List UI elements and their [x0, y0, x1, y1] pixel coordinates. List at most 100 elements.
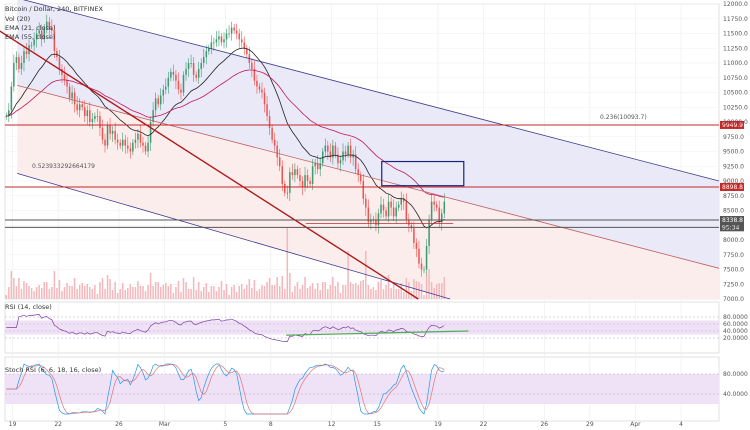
candle: [162, 89, 165, 96]
candle: [281, 166, 284, 184]
price-tick-label: 10500.0: [723, 90, 748, 97]
rsi-pane: [5, 314, 719, 342]
volume-bar: [218, 287, 220, 299]
candle: [106, 124, 109, 146]
candle: [205, 51, 208, 58]
volume-bar: [332, 277, 334, 299]
volume-bar: [235, 292, 238, 299]
candle: [443, 201, 446, 214]
volume-bar: [233, 285, 235, 299]
candle: [314, 163, 316, 167]
time-tick-label: 26: [540, 421, 548, 428]
candle: [240, 39, 243, 43]
candle: [440, 213, 443, 223]
candle: [413, 228, 415, 243]
candle: [137, 133, 139, 140]
price-tag-label: 9949.9: [722, 122, 743, 129]
candle: [327, 145, 329, 152]
volume-bar: [104, 289, 106, 299]
volume-bar: [175, 287, 177, 299]
candle: [5, 116, 8, 117]
candle: [40, 30, 43, 40]
volume-bar: [172, 293, 175, 299]
stoch-tick-label: 80.0000: [723, 371, 748, 378]
candle: [344, 151, 347, 155]
volume-bar: [392, 282, 395, 299]
candle: [397, 204, 400, 208]
indicator-ema55: EMA (55, close): [5, 33, 55, 41]
candle: [71, 92, 73, 99]
candle: [238, 33, 240, 40]
candle: [129, 148, 132, 152]
volume-bar: [400, 283, 403, 299]
candle: [218, 36, 220, 40]
volume-bar: [89, 287, 91, 299]
candle: [86, 110, 89, 117]
volume-bar: [370, 289, 372, 299]
candle: [309, 181, 311, 184]
channel-lower-fill: [17, 85, 719, 300]
volume-bar: [359, 281, 362, 299]
volume-bar: [137, 281, 139, 299]
candle: [243, 42, 246, 49]
candle: [149, 122, 152, 143]
time-tick-label: 4: [679, 421, 683, 428]
trendline-line: [0, 30, 419, 300]
volume-bar: [10, 271, 13, 299]
candle: [375, 219, 377, 226]
volume-bar: [38, 285, 40, 299]
volume-bar: [321, 282, 324, 299]
candle: [20, 63, 23, 69]
candle: [99, 116, 101, 128]
candle: [395, 207, 397, 217]
volume-bar: [124, 290, 127, 299]
candle: [8, 110, 10, 117]
volume-bar: [324, 282, 327, 299]
volume-bar: [46, 282, 48, 299]
candle: [78, 104, 81, 111]
candle: [73, 92, 76, 105]
volume-bar: [139, 286, 142, 299]
candle: [10, 86, 13, 111]
rsi-tick-label: 60.0000: [723, 321, 748, 328]
candle: [53, 30, 56, 52]
volume-bar: [73, 278, 76, 299]
volume-bar: [5, 295, 8, 299]
price-tick-label: 8250.0: [723, 222, 744, 229]
volume-bar: [190, 289, 192, 299]
volume-bar: [405, 278, 408, 299]
rsi-tick-label: 20.0000: [723, 335, 748, 342]
candle: [286, 192, 289, 194]
volume-bar: [15, 286, 18, 299]
volume-bar: [367, 285, 370, 299]
volume-bar: [91, 289, 94, 299]
volume-bar: [403, 292, 405, 299]
candle: [365, 198, 367, 208]
candle: [63, 74, 66, 81]
candle: [428, 219, 430, 246]
candle: [114, 130, 116, 140]
volume-bar: [365, 251, 367, 299]
stoch-d-line: [6, 363, 445, 415]
candle: [370, 219, 372, 223]
candle: [329, 151, 332, 158]
candle: [15, 57, 18, 63]
rsi-tick-label: 80.0000: [723, 314, 748, 321]
candle: [415, 242, 418, 249]
volume-bar: [362, 280, 365, 299]
volume-bar: [415, 281, 418, 299]
volume-bar: [63, 287, 66, 299]
candle: [180, 89, 182, 93]
volume-bar: [147, 285, 149, 299]
volume-bar: [258, 289, 261, 299]
candle: [43, 27, 46, 40]
volume-bar: [423, 295, 425, 299]
candle: [187, 63, 190, 69]
candle: [301, 181, 304, 187]
volume-bar: [294, 286, 296, 299]
stoch-band: [5, 374, 719, 404]
volume-bar: [144, 291, 147, 299]
candle: [210, 42, 213, 49]
candle: [200, 63, 202, 69]
